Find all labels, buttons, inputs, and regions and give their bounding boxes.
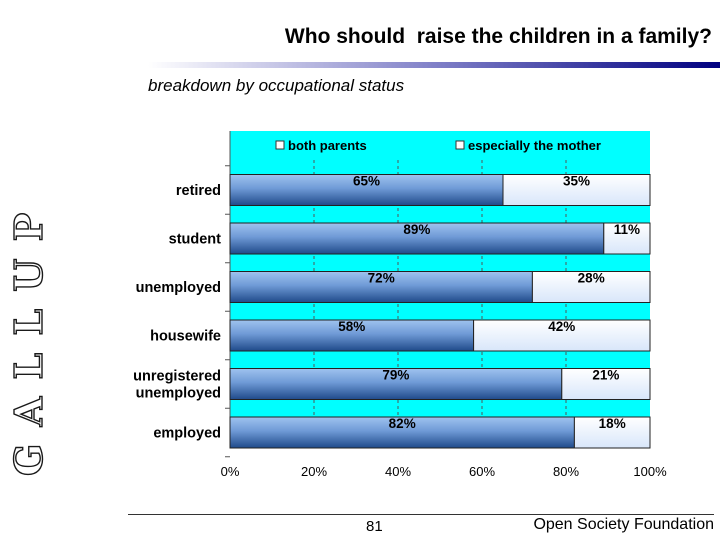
data-label-both-parents-4: 79% <box>382 368 409 383</box>
x-tick-label: 40% <box>385 464 411 479</box>
data-label-both-parents-2: 72% <box>368 271 395 286</box>
x-tick-label: 100% <box>633 464 667 479</box>
legend-label-especially-mother: especially the mother <box>468 138 601 153</box>
data-label-both-parents-0: 65% <box>353 174 380 189</box>
legend-swatch-both-parents <box>275 140 285 150</box>
category-label: housewife <box>150 329 221 345</box>
data-label-especially-mother-3: 42% <box>548 319 575 334</box>
legend-swatch-especially-mother <box>455 140 465 150</box>
category-label: retired <box>176 183 221 199</box>
category-label: student <box>169 232 222 248</box>
bar-both-parents-5 <box>229 416 575 449</box>
category-label: unregistered unemployed <box>133 369 221 402</box>
bar-especially-mother-3 <box>473 319 651 352</box>
gallup-logo-text: G A L L U P <box>6 211 50 476</box>
x-tick-label: 0% <box>221 464 240 479</box>
x-tick-label: 20% <box>301 464 327 479</box>
data-label-especially-mother-5: 18% <box>599 416 626 431</box>
data-label-especially-mother-2: 28% <box>578 271 605 286</box>
legend: both parents especially the mother <box>275 138 601 153</box>
category-label: employed <box>153 426 221 442</box>
bar-both-parents-0 <box>229 174 504 206</box>
page-number: 81 <box>366 518 383 535</box>
data-label-both-parents-3: 58% <box>338 319 365 334</box>
gallup-logo: G A L L U P <box>5 210 50 477</box>
chart-subtitle: breakdown by occupational status <box>148 76 405 95</box>
data-label-especially-mother-4: 21% <box>592 368 619 383</box>
bar-especially-mother-4 <box>561 368 651 400</box>
data-label-especially-mother-1: 11% <box>614 222 640 237</box>
bar-both-parents-3 <box>229 319 475 352</box>
bar-especially-mother-1 <box>603 222 651 255</box>
bar-especially-mother-5 <box>573 416 651 449</box>
bars: 65% 35% 89% 11% 72% 28% 58% 42% 79% 21% 82% 18% <box>229 174 651 449</box>
category-labels: retired student unemployed housewife unregis… <box>133 183 221 442</box>
footer-divider <box>128 514 714 515</box>
data-label-both-parents-1: 89% <box>403 222 430 237</box>
y-axis-ticks <box>225 165 230 458</box>
footer-organization: Open Society Foundation <box>533 516 714 533</box>
header-gradient-bar <box>148 62 720 68</box>
bar-both-parents-1 <box>229 222 605 255</box>
bar-both-parents-4 <box>229 368 563 400</box>
x-axis-tick-labels: 0% 20% 40% 60% 80% 100% <box>221 464 667 479</box>
legend-label-both-parents: both parents <box>288 138 367 153</box>
bar-especially-mother-0 <box>502 174 651 206</box>
bar-both-parents-2 <box>229 271 533 303</box>
bar-especially-mother-2 <box>531 271 651 303</box>
data-label-especially-mother-0: 35% <box>563 174 590 189</box>
x-tick-label: 80% <box>553 464 579 479</box>
data-label-both-parents-5: 82% <box>389 416 416 431</box>
category-label: unemployed <box>136 280 221 296</box>
chart-title: Who should raise the children in a famil… <box>284 25 712 48</box>
x-tick-label: 60% <box>469 464 495 479</box>
